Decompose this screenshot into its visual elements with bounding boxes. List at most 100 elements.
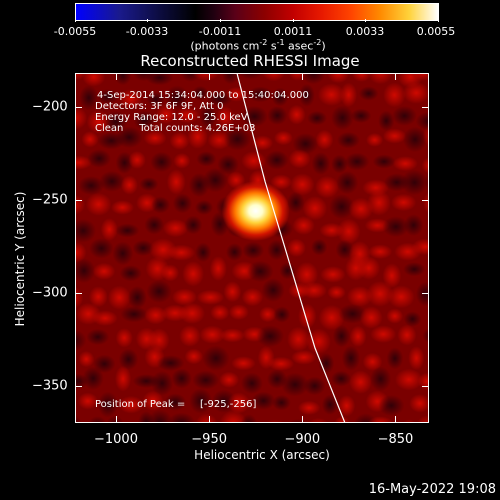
heatmap-cell bbox=[200, 103, 217, 130]
heatmap-cell bbox=[358, 86, 379, 101]
heatmap-cell bbox=[247, 86, 274, 103]
heatmap-cell bbox=[402, 81, 428, 104]
heatmap-cell bbox=[386, 347, 404, 370]
heatmap-cell bbox=[367, 189, 391, 216]
heatmap-cell bbox=[336, 171, 359, 195]
heatmap-cell bbox=[240, 372, 263, 395]
heatmap-cell bbox=[272, 394, 291, 411]
heatmap-cell bbox=[166, 169, 186, 195]
heatmap-cell bbox=[424, 173, 428, 192]
heatmap-cell bbox=[195, 242, 212, 263]
heatmap-cell bbox=[99, 170, 125, 192]
heatmap-cell bbox=[179, 325, 201, 347]
heatmap-cell bbox=[169, 131, 190, 150]
x-tick bbox=[395, 416, 397, 422]
heatmap-cell bbox=[297, 400, 321, 416]
heatmap-cell bbox=[223, 281, 242, 303]
y-tick bbox=[422, 385, 428, 387]
heatmap-cell bbox=[317, 83, 345, 107]
heatmap-cell bbox=[92, 310, 118, 327]
colorbar-gradient bbox=[76, 4, 438, 20]
heatmap-cell bbox=[227, 392, 250, 414]
heatmap-cell bbox=[261, 278, 285, 302]
heatmap-cell bbox=[298, 83, 315, 107]
heatmap-cell bbox=[225, 243, 244, 261]
heatmap-cell bbox=[162, 219, 189, 238]
heatmap-cell bbox=[85, 192, 112, 216]
heatmap-cell bbox=[167, 412, 196, 422]
colorbar-tick bbox=[365, 19, 366, 22]
x-tick-label: −1000 bbox=[93, 432, 138, 447]
heatmap-cell bbox=[311, 152, 331, 175]
heatmap-cell bbox=[334, 416, 350, 422]
heatmap-cell bbox=[238, 74, 263, 80]
heatmap-cell bbox=[172, 193, 193, 214]
heatmap-cell bbox=[337, 394, 356, 417]
heatmap-cell bbox=[286, 238, 306, 258]
heatmap-cell bbox=[128, 151, 146, 169]
x-tick-label: −950 bbox=[191, 432, 227, 447]
heatmap-cell bbox=[147, 409, 173, 422]
heatmap-cell bbox=[139, 177, 159, 192]
heatmap-cell bbox=[273, 306, 291, 323]
heatmap-cell bbox=[156, 104, 177, 125]
heatmap-cell bbox=[372, 154, 396, 169]
heatmap-cell bbox=[119, 265, 142, 282]
heatmap-cell bbox=[228, 304, 249, 321]
heatmap-cell bbox=[240, 105, 268, 128]
heatmap-cell bbox=[338, 303, 367, 324]
heatmap-cell bbox=[370, 366, 392, 392]
colorbar-unit-label: (photons cm-2 s-1 asec-2) bbox=[190, 38, 326, 53]
heatmap-cell bbox=[184, 215, 203, 235]
heatmap-texture bbox=[76, 74, 428, 422]
x-tick bbox=[115, 416, 117, 422]
heatmap-cell bbox=[144, 306, 167, 325]
heatmap-cell bbox=[86, 109, 111, 134]
heatmap-cell bbox=[107, 285, 131, 310]
heatmap-cell bbox=[172, 288, 197, 306]
y-tick-label: −350 bbox=[32, 378, 68, 394]
colorbar-tick bbox=[293, 19, 294, 22]
heatmap-cell bbox=[76, 258, 96, 284]
heatmap-cell bbox=[287, 326, 310, 352]
heatmap-cell bbox=[104, 110, 128, 133]
heatmap-cell bbox=[421, 157, 428, 174]
heatmap-cell bbox=[411, 238, 428, 256]
heatmap-cell bbox=[199, 325, 226, 344]
heatmap-cell bbox=[115, 328, 133, 348]
heatmap-cell bbox=[279, 262, 296, 280]
heatmap-cell bbox=[97, 391, 118, 418]
heatmap-cell bbox=[392, 156, 418, 172]
heatmap-cell bbox=[251, 135, 274, 151]
heatmap-cell bbox=[145, 74, 174, 86]
heatmap-cell bbox=[221, 74, 240, 85]
heatmap-cell bbox=[118, 395, 144, 414]
heatmap-cell bbox=[223, 127, 251, 151]
heatmap-cell bbox=[327, 74, 350, 84]
heatmap-cell bbox=[392, 105, 417, 126]
heatmap-cell bbox=[327, 285, 346, 300]
y-tick bbox=[76, 292, 82, 294]
heatmap-cell bbox=[242, 241, 265, 260]
heatmap-cell bbox=[256, 325, 285, 348]
heatmap-cell bbox=[308, 417, 328, 422]
heatmap-cell bbox=[167, 244, 196, 261]
heatmap-cell bbox=[179, 302, 206, 324]
heatmap-cell bbox=[142, 390, 164, 412]
heatmap-cell bbox=[417, 372, 428, 390]
heatmap-cell bbox=[281, 372, 309, 397]
heatmap-cell bbox=[77, 392, 99, 410]
heatmap-cell bbox=[351, 74, 372, 82]
heatmap-cell bbox=[403, 419, 416, 422]
heatmap-cell bbox=[329, 194, 355, 220]
heatmap-cell bbox=[415, 111, 428, 131]
y-tick bbox=[76, 385, 82, 387]
heatmap-cell bbox=[301, 74, 326, 85]
colorbar-tick bbox=[147, 19, 148, 22]
heatmap-cell bbox=[144, 215, 165, 235]
heatmap-cell bbox=[400, 169, 428, 196]
heatmap-cell bbox=[378, 394, 405, 417]
heatmap-cell bbox=[350, 108, 372, 123]
heatmap-cell bbox=[318, 352, 335, 374]
peak-position-value: [-925,-256] bbox=[200, 399, 257, 410]
